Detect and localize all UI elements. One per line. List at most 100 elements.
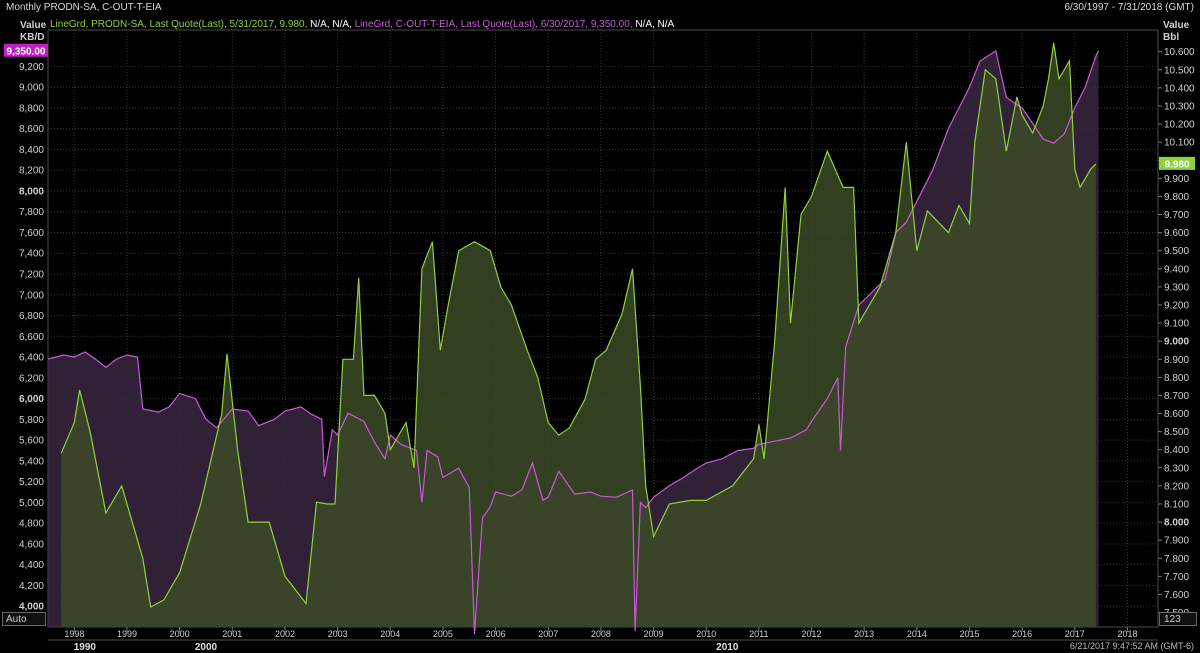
x-tick-label: 2018 bbox=[1117, 629, 1137, 639]
right-tick-label: 9.000 bbox=[1164, 337, 1189, 348]
right-tick-label: 8.100 bbox=[1164, 499, 1189, 510]
x-tick-label: 2002 bbox=[275, 629, 295, 639]
x-tick-label: 2006 bbox=[486, 629, 506, 639]
x-tick-label: 2008 bbox=[591, 629, 611, 639]
left-tick-label: 8,400 bbox=[19, 145, 44, 156]
right-tick-label: 9.700 bbox=[1164, 210, 1189, 221]
legend-series-prodn-na: N/A, N/A, bbox=[310, 19, 352, 30]
x-tick-label: 2016 bbox=[1012, 629, 1032, 639]
left-tick-label: 7,600 bbox=[19, 228, 44, 239]
left-tick-label: 9,000 bbox=[19, 83, 44, 94]
series-areas bbox=[48, 42, 1099, 635]
purple-last-value-tag: 9,350.00 bbox=[7, 46, 46, 57]
right-tick-label: 8.600 bbox=[1164, 409, 1189, 420]
left-tick-label: 8,200 bbox=[19, 166, 44, 177]
left-tick-label: 4,400 bbox=[19, 560, 44, 571]
left-tick-label: 5,000 bbox=[19, 498, 44, 509]
right-tick-label: 7.700 bbox=[1164, 572, 1189, 583]
legend-series-prodn[interactable]: LineGrd, PRODN-SA, Last Quote(Last), 5/3… bbox=[50, 19, 308, 30]
timestamp: 6/21/2017 9:47:52 AM (GMT-6) bbox=[1069, 641, 1194, 651]
series-line-prodn-sa bbox=[60, 42, 1097, 609]
right-tick-label: 9.200 bbox=[1164, 300, 1189, 311]
right-tick-label: 8.000 bbox=[1164, 518, 1189, 529]
left-tick-label: 6,600 bbox=[19, 332, 44, 343]
right-axis-ticks: 7.5007.6007.7007.8007.9008.0008.1008.200… bbox=[1158, 47, 1195, 619]
chart-title: Monthly PRODN-SA, C-OUT-T-EIA bbox=[6, 2, 162, 13]
legend: LineGrd, PRODN-SA, Last Quote(Last), 5/3… bbox=[50, 18, 674, 32]
left-tick-label: 8,600 bbox=[19, 124, 44, 135]
left-tick-label: 6,000 bbox=[19, 394, 44, 405]
x-tick-label: 2000 bbox=[170, 629, 190, 639]
x-tick-label: 2003 bbox=[328, 629, 348, 639]
x-tick-label: 2015 bbox=[959, 629, 979, 639]
right-axis-title: Value Bbl bbox=[1163, 20, 1189, 44]
right-tick-label: 9.800 bbox=[1164, 192, 1189, 203]
x-tick-label: 1999 bbox=[117, 629, 137, 639]
right-tick-label: 8.300 bbox=[1164, 463, 1189, 474]
x-tick-label: 2013 bbox=[854, 629, 874, 639]
left-axis-ticks: 4,000 4,200 4,400 4,600 4,800 5,000 5,200 5,400… bbox=[19, 62, 44, 613]
series-line-c-out-t-eia bbox=[47, 49, 1100, 635]
purple-last-value-tag-bg bbox=[4, 43, 48, 57]
x-axis-ticks: 1998 1999 2000 2001 2002 2003 2004 2005 2006 2007… bbox=[48, 627, 1158, 653]
right-tick-label: 9.300 bbox=[1164, 282, 1189, 293]
left-tick-label: 4,200 bbox=[19, 581, 44, 592]
date-range[interactable]: 6/30/1997 - 7/31/2018 (GMT) bbox=[1064, 2, 1194, 13]
right-tick-label: 10.300 bbox=[1164, 101, 1195, 112]
number-format-button[interactable]: 123 bbox=[1159, 612, 1197, 626]
right-tick-label: 10.100 bbox=[1164, 138, 1195, 149]
x-tick-label: 2004 bbox=[380, 629, 400, 639]
right-tick-label: 7.800 bbox=[1164, 554, 1189, 565]
right-axis-title-line1: Value bbox=[1163, 20, 1190, 31]
right-tick-label: 9.400 bbox=[1164, 264, 1189, 275]
left-tick-label: 6,400 bbox=[19, 353, 44, 364]
series-lines bbox=[47, 42, 1100, 635]
right-tick-label: 9.900 bbox=[1164, 174, 1189, 185]
left-tick-label: 5,600 bbox=[19, 436, 44, 447]
auto-scale-button[interactable]: Auto bbox=[2, 612, 46, 626]
decade-label: 2010 bbox=[716, 642, 739, 653]
right-tick-label: 8.900 bbox=[1164, 355, 1189, 366]
x-tick-label: 2005 bbox=[433, 629, 453, 639]
left-tick-label: 4,000 bbox=[19, 602, 44, 613]
left-tick-label: 8,800 bbox=[19, 103, 44, 114]
x-tick-label: 2011 bbox=[749, 629, 768, 639]
left-tick-label: 4,600 bbox=[19, 539, 44, 550]
right-tick-label: 8.200 bbox=[1164, 481, 1189, 492]
x-tick-label: 2012 bbox=[802, 629, 822, 639]
right-tick-label: 10.600 bbox=[1164, 47, 1195, 58]
header-bar: Monthly PRODN-SA, C-OUT-T-EIA 6/30/1997 … bbox=[0, 0, 1200, 16]
left-tick-label: 6,200 bbox=[19, 373, 44, 384]
left-tick-label: 5,800 bbox=[19, 415, 44, 426]
green-last-value-tag: 9.980 bbox=[1164, 159, 1189, 170]
x-tick-label: 2001 bbox=[222, 629, 242, 639]
right-tick-label: 9.600 bbox=[1164, 228, 1189, 239]
left-axis-title-line1: Value bbox=[20, 20, 47, 31]
left-tick-label: 7,800 bbox=[19, 207, 44, 218]
right-tick-label: 8.700 bbox=[1164, 391, 1189, 402]
green-last-value-tag-bg bbox=[1159, 156, 1195, 170]
last-value-tags: 9,350.00 9.980 bbox=[4, 43, 1195, 170]
x-tick-label: 1998 bbox=[64, 629, 84, 639]
right-tick-label: 10.200 bbox=[1164, 120, 1195, 131]
x-tick-label: 2007 bbox=[538, 629, 558, 639]
left-axis-title: Value KB/D bbox=[20, 20, 46, 44]
left-tick-label: 9,200 bbox=[19, 62, 44, 73]
left-tick-label: 7,200 bbox=[19, 269, 44, 280]
x-tick-label: 2009 bbox=[644, 629, 664, 639]
left-tick-label: 7,000 bbox=[19, 290, 44, 301]
right-tick-label: 7.900 bbox=[1164, 536, 1189, 547]
right-tick-label: 8.400 bbox=[1164, 445, 1189, 456]
left-tick-label: 6,800 bbox=[19, 311, 44, 322]
right-axis-title-line2: Bbl bbox=[1163, 32, 1180, 43]
left-tick-label: 4,800 bbox=[19, 519, 44, 530]
decade-label: 1990 bbox=[74, 642, 97, 653]
legend-series-cout[interactable]: LineGrd, C-OUT-T-EIA, Last Quote(Last), … bbox=[354, 19, 633, 30]
left-tick-label: 5,200 bbox=[19, 477, 44, 488]
right-tick-label: 9.100 bbox=[1164, 319, 1189, 330]
legend-series-cout-na: N/A, N/A bbox=[635, 19, 675, 30]
x-tick-label: 2017 bbox=[1065, 629, 1085, 639]
left-axis-title-line2: KB/D bbox=[20, 32, 45, 43]
